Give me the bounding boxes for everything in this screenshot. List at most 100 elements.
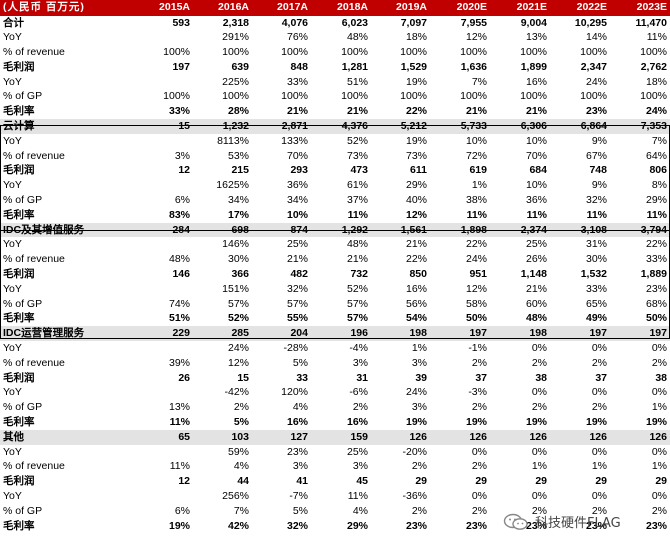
row-label: % of GP [3,504,43,517]
table-cell: 57% [227,297,249,310]
wechat-icon [503,513,529,531]
table-cell: 100% [520,46,547,59]
table-row: 合计 593 2,318 4,076 6,023 7,097 7,955 9,004 10,29… [0,16,670,31]
table-cell: 19% [405,416,427,429]
header-cell-year: 2016A [193,0,252,16]
table-cell: 38 [655,371,667,384]
table-row: YoY 8113% 133% 52% 19% 10% 10% 9% 7% [0,134,670,149]
table-cell: 159 [311,429,371,445]
table-cell: -7% [289,490,308,502]
table-cell: 52% [227,312,249,325]
table-row: 毛利润 12 215 293 473 611 619 684 748 806 [0,163,670,178]
table-row: YoY 291% 76% 48% 18% 12% 13% 14% 11% [0,30,670,45]
table-cell: 100% [580,46,607,59]
table-cell: 951 [469,268,487,281]
table-cell: 6,306 [490,119,550,134]
table-cell: 59% [227,445,249,458]
table-cell: 58% [465,297,487,310]
table-cell: 28% [227,105,249,118]
table-cell: 41 [296,475,308,488]
table-cell: 51% [346,75,368,88]
table-cell: 5% [292,504,308,517]
table-cell: 73% [346,149,368,162]
table-cell: -36% [402,490,427,502]
table-cell: 1% [591,460,607,473]
table-cell: 51% [168,312,190,325]
table-cell: 48% [525,312,547,325]
table-row: % of revenue 100% 100% 100% 100% 100% 100% 100%… [0,45,670,60]
table-row: % of revenue 39% 12% 5% 3% 3% 2% 2% 2% 2% [0,356,670,371]
table-cell: 1,899 [520,60,547,73]
table-cell: 0% [591,445,607,458]
row-label: YoY [3,342,22,355]
table-cell [134,445,193,460]
table-row: 毛利润 197 639 848 1,281 1,529 1,636 1,899 2,347 2,7… [0,60,670,75]
segment-row: 其他 65 103 127 159 126 126 126 126 126 [0,429,670,445]
table-cell: 698 [193,222,252,238]
table-cell: 2% [411,504,427,517]
table-cell: 2% [471,356,487,369]
table-cell: 2% [651,504,667,517]
segment-row: 云计算 15 1,232 2,871 4,376 5,212 5,733 6,306 6,864… [0,119,670,134]
table-cell: 37% [346,194,368,207]
table-cell: 0% [531,490,547,502]
table-cell: 229 [134,326,193,342]
table-cell: 204 [252,326,311,342]
table-cell: 146% [222,238,249,251]
table-cell: 29% [346,519,368,532]
row-label: 其他 [0,429,134,445]
table-cell: 12% [465,282,487,295]
table-cell: 24% [585,75,607,88]
table-cell: 48% [346,31,368,44]
table-cell: 37 [475,371,487,384]
table-cell: 12% [227,356,249,369]
table-cell: 25% [346,445,368,458]
table-row: YoY -42% 120% -6% 24% -3% 0% 0% 0% [0,385,670,400]
table-cell [134,237,193,252]
table-cell: 748 [589,164,607,177]
table-cell: 850 [409,268,427,281]
table-cell: 22% [465,238,487,251]
table-cell: 197 [172,60,190,73]
table-cell: 100% [341,46,368,59]
table-cell: 197 [610,326,670,342]
table-cell: 56% [405,297,427,310]
table-cell: 100% [163,46,190,59]
row-label: % of GP [3,297,43,310]
table-cell: 120% [281,386,308,399]
row-label: % of GP [3,401,43,414]
table-cell: 32% [286,519,308,532]
table-cell: 44 [237,475,249,488]
table-cell: 848 [290,60,308,73]
table-cell: 1,148 [520,268,547,281]
table-cell: 2% [233,401,249,414]
table-cell: 197 [550,326,610,342]
table-cell: 6% [174,194,190,207]
row-label: IDC运营管理服务 [0,326,134,342]
table-cell: 3% [292,460,308,473]
table-cell: 3,794 [610,222,670,238]
table-cell: 146 [172,268,190,281]
table-cell [134,134,193,149]
table-cell: 16% [525,75,547,88]
table-cell: 0% [531,342,547,355]
table-cell: 21% [525,282,547,295]
table-cell: 76% [286,31,308,44]
table-cell: 2% [591,504,607,517]
header-cell-year: 2023E [610,0,670,16]
table-cell: 68% [645,297,667,310]
table-cell: 639 [231,60,249,73]
table-cell: 48% [346,238,368,251]
table-row: % of GP 74% 57% 57% 57% 56% 58% 60% 65% 68% [0,297,670,312]
table-cell: -42% [224,386,249,399]
table-cell: 2% [531,356,547,369]
table-cell: 40% [405,194,427,207]
table-row: YoY 256% -7% 11% -36% 0% 0% 0% 0% [0,489,670,504]
table-cell: -6% [349,386,368,399]
table-cell: 54% [405,312,427,325]
table-row: 毛利率 19% 42% 32% 29% 23% 23% 23% 23% 23% [0,519,670,534]
table-cell: 36% [286,179,308,192]
table-cell: 1% [471,179,487,192]
table-cell: 6,864 [550,119,610,134]
table-cell: 18% [645,75,667,88]
